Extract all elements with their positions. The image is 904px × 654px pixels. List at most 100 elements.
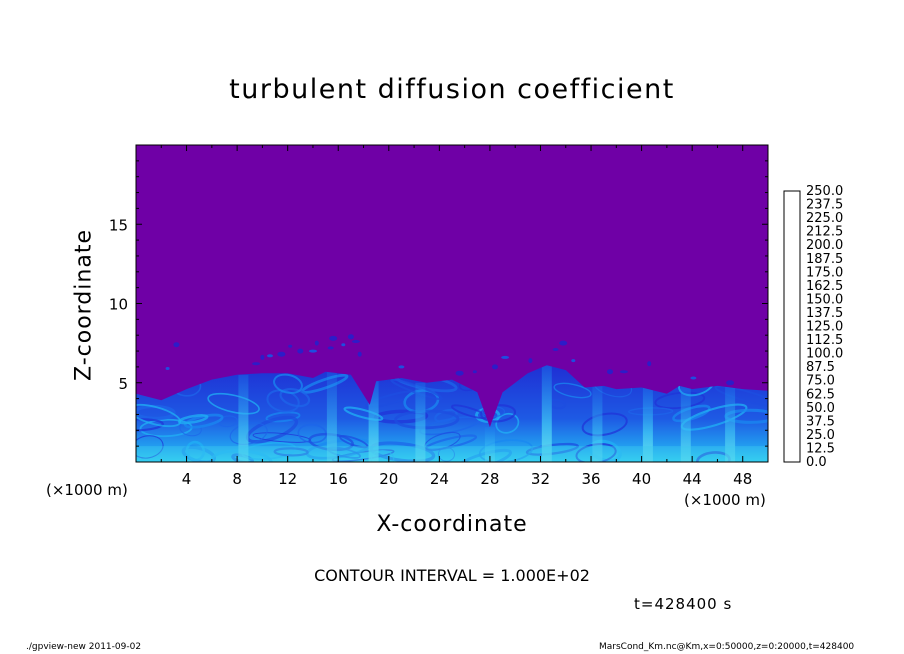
colorbar-frame — [783, 190, 801, 463]
updraft-column — [326, 371, 337, 462]
colorbar-tick-label: 212.5 — [806, 225, 843, 240]
surface-layer-band — [136, 446, 768, 462]
updraft-column — [680, 385, 691, 462]
turbulence-swirl — [207, 392, 260, 415]
turbulence-swirl — [136, 403, 182, 428]
turbulent-blob — [501, 355, 510, 359]
turbulent-blob — [260, 354, 265, 360]
turbulent-blob — [309, 349, 317, 353]
colorbar-tick-label: 100.0 — [806, 347, 843, 362]
updraft-column — [642, 387, 653, 462]
updraft-column — [484, 427, 495, 462]
turbulence-swirl — [266, 389, 300, 413]
turbulent-blob — [277, 351, 286, 357]
turbulent-blob — [559, 340, 568, 346]
turbulent-blob — [252, 362, 261, 366]
colorbar-tick-label: 162.5 — [806, 279, 843, 294]
turbulence-swirl — [273, 447, 309, 457]
turbulent-blob — [351, 340, 360, 343]
turbulence-swirl — [654, 391, 706, 410]
turbulence-swirl — [454, 448, 512, 462]
turbulent-blob — [607, 369, 613, 375]
x-axis-unit-left: (×1000 m) — [46, 481, 128, 499]
turbulent-blob — [528, 358, 533, 364]
x-tick-label: 12 — [278, 470, 297, 488]
turbulence-swirl — [581, 412, 628, 437]
time-label: t=428400 s — [634, 595, 733, 613]
turbulence-swirl — [525, 442, 579, 456]
turbulent-blob — [455, 370, 464, 376]
colorbar-tick-label: 112.5 — [806, 333, 843, 348]
turbulent-blob — [647, 361, 652, 367]
turbulence-swirl — [177, 414, 209, 425]
colorbar-tick-label: 87.5 — [806, 360, 835, 375]
updraft-column — [725, 385, 736, 462]
colorbar-tick-label: 250.0 — [806, 184, 843, 199]
turbulence-swirl — [265, 411, 301, 423]
x-tick-label: 28 — [480, 470, 499, 488]
y-tick-label: 10 — [109, 296, 128, 314]
x-tick-label: 40 — [632, 470, 651, 488]
x-tick-label: 4 — [182, 470, 192, 488]
turbulent-blob — [492, 364, 498, 370]
colorbar-tick-label: 150.0 — [806, 292, 843, 307]
turbulent-blob — [327, 346, 334, 350]
updraft-column — [415, 382, 426, 462]
colorbar-tick-label: 175.0 — [806, 265, 843, 280]
y-tick-label: 5 — [118, 375, 128, 393]
turbulent-blob — [472, 370, 477, 374]
footer-program-date: ./gpview-new 2011-09-02 — [26, 642, 142, 652]
x-tick-label: 48 — [733, 470, 752, 488]
colorbar-tick-label: 50.0 — [806, 401, 835, 416]
colorbar-tick-label: 137.5 — [806, 306, 843, 321]
turbulence-swirl — [273, 373, 303, 395]
updraft-column — [541, 365, 552, 462]
colorbar-tick-label: 12.5 — [806, 441, 835, 456]
turbulent-blob — [341, 343, 346, 347]
colorbar-tick-label: 0.0 — [806, 455, 827, 470]
turbulent-blob — [398, 365, 405, 369]
turbulence-swirl — [279, 387, 311, 408]
updraft-column — [592, 385, 603, 462]
turbulent-blob — [329, 335, 338, 341]
turbulence-swirl — [136, 435, 164, 459]
footer-source: MarsCond_Km.nc@Km,x=0:50000,z=0:20000,t=… — [599, 642, 855, 652]
turbulence-swirl — [185, 440, 206, 462]
contour-interval-text: CONTOUR INTERVAL = 1.000E+02 — [314, 566, 590, 585]
x-tick-label: 36 — [581, 470, 600, 488]
turbulence-swirl — [553, 382, 592, 399]
turbulent-blob — [690, 376, 697, 380]
turbulent-blob — [267, 354, 273, 358]
colorbar-tick-label: 25.0 — [806, 428, 835, 443]
turbulent-blob — [726, 380, 735, 386]
turbulent-blob — [165, 367, 170, 370]
x-tick-label: 24 — [430, 470, 449, 488]
colorbar-tick-label: 75.0 — [806, 374, 835, 389]
x-axis-label: X-coordinate — [376, 512, 528, 537]
colorbar-tick-label: 125.0 — [806, 320, 843, 335]
updraft-column — [368, 381, 379, 462]
turbulence-swirl — [394, 409, 460, 430]
turbulent-blob — [571, 359, 576, 363]
x-tick-label: 8 — [232, 470, 242, 488]
x-tick-label: 44 — [683, 470, 702, 488]
turbulent-blob — [173, 342, 180, 348]
turbulent-blob — [314, 340, 319, 346]
turbulent-blob — [347, 334, 354, 340]
turbulence-swirl — [714, 385, 768, 408]
colorbar-tick-label: 187.5 — [806, 252, 843, 267]
turbulent-blob — [288, 344, 293, 348]
colorbar-tick-label: 37.5 — [806, 414, 835, 429]
turbulence-swirl — [343, 406, 384, 421]
turbulence-swirl — [495, 412, 520, 434]
turbulent-blob — [357, 351, 362, 357]
turbulence-swirl — [589, 439, 622, 462]
colorbar-tick-label: 200.0 — [806, 238, 843, 253]
turbulent-blob — [552, 348, 559, 351]
x-tick-label: 16 — [329, 470, 348, 488]
turbulent-blob — [297, 348, 304, 354]
colorbar-tick-label: 237.5 — [806, 198, 843, 213]
turbulent-blob — [619, 370, 628, 374]
updraft-column — [238, 374, 249, 462]
